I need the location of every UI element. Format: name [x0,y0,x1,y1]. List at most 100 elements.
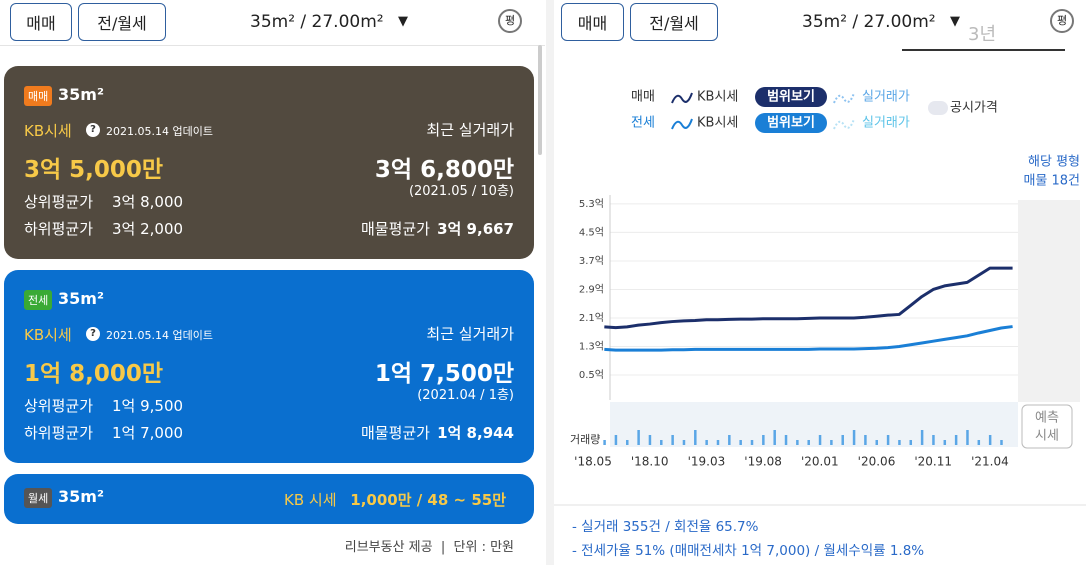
price-card[interactable]: 전세 35m² KB시세? 2021.05.14 업데이트 최근 실거래가 1억 8,00… [4,270,534,463]
volume-bar [920,430,924,445]
divider [0,45,545,46]
listing-note: 해당 평형 [1028,155,1080,170]
dropdown-arrow[interactable]: ▼ [398,14,408,29]
volume-bar [716,440,720,445]
panel-gap [546,0,554,565]
volume-bar [898,440,901,445]
tab-button[interactable]: 매매 [561,3,624,41]
badge: 전세 [24,290,53,310]
y-tick-label: 0.5억 [579,369,604,381]
volume-bar [728,435,731,445]
kb-label: KB시세 [24,326,72,344]
forecast-button[interactable] [1021,404,1073,449]
volume-bg [610,402,1018,447]
range-label[interactable]: 범위보기 [767,89,815,105]
volume-bar [694,430,697,445]
badge: 매매 [24,86,53,106]
x-tick-label: '20.01 [801,455,839,469]
volume-bar [603,440,606,445]
lower-label: 하위평균가 [24,220,94,238]
x-tick-label: '20.11 [914,455,952,469]
forecast-zone [1018,200,1080,402]
range-pill[interactable] [755,87,827,107]
x-tick-label: '19.03 [688,455,726,469]
updated-date: 2021.05.14 업데이트 [106,125,213,138]
lower-label: 하위평균가 [24,424,94,442]
legend-jeonse: 전세 [631,116,655,131]
y-tick-label: 5.3억 [579,198,604,210]
forecast-label[interactable]: 예측 [1035,411,1059,426]
legend-kb: KB시세 [697,90,738,105]
stat-line: - 실거래 355건 / 회전율 65.7% [572,519,759,535]
volume-bar [841,435,844,445]
volume-bar [762,435,765,445]
volume-label: 거래량 [570,433,600,446]
volume-bar [886,435,890,445]
volume-bar [705,440,708,445]
volume-bar [864,435,867,445]
volume-bar [660,440,663,445]
volume-bar [875,440,878,445]
forecast-label[interactable]: 시세 [1035,429,1059,444]
legend-icon [833,92,855,104]
kb-label: KB 시세 [284,491,337,509]
monthly-card[interactable]: 월세 35m² KB 시세 1,000만 / 48 ~ 55만 [4,474,534,524]
tab-button[interactable]: 매매 [10,3,72,41]
recent-price: 3억 6,800만 [374,157,514,183]
legend-kb: KB시세 [697,116,738,131]
legend-trade: 실거래가 [862,90,910,105]
lower-price: 1억 7,000 [112,424,184,442]
scrollbar [538,45,542,155]
volume-bar [750,440,754,445]
kb-line [604,266,1013,330]
volume-bar [1000,440,1003,445]
period-tab[interactable]: 3년 [968,24,997,45]
y-tick-label: 3.7억 [579,255,604,267]
volume-bar [671,435,674,445]
volume-bar [943,440,947,445]
volume-bar [648,435,652,445]
volume-bar [852,430,856,445]
volume-bar [682,440,686,445]
listing-label: 매물평균가 [360,220,430,238]
price-card[interactable]: 매매 35m² KB시세? 2021.05.14 업데이트 최근 실거래가 3억 5,00… [4,66,534,259]
volume-bar [626,440,629,445]
kb-price: 3억 5,000만 [24,157,164,183]
unit-toggle[interactable]: 평 [1050,9,1074,33]
tab-button[interactable]: 전/월세 [630,3,718,41]
official-icon [928,101,948,115]
volume-bar [807,440,810,445]
range-label[interactable]: 범위보기 [767,115,815,131]
tab-button[interactable]: 전/월세 [78,3,166,41]
kb-line [604,325,1013,352]
x-tick-label: '21.04 [971,455,1009,469]
volume-bar [818,435,822,445]
area-select[interactable]: 35m² / 27.00m² [250,12,384,32]
area-select[interactable]: 35m² / 27.00m² [802,12,936,32]
recent-detail: (2021.04 / 1층) [417,388,514,403]
y-tick-label: 4.5억 [579,226,604,238]
legend-trade: 실거래가 [862,116,910,131]
upper-label: 상위평균가 [24,193,94,211]
volume-bar [909,440,913,445]
help-icon: ? [86,123,100,137]
listing-note: 매물 18건 [1023,174,1080,189]
volume-bar [784,435,788,445]
x-tick-label: '20.06 [858,455,896,469]
range-pill[interactable] [755,113,827,133]
legend-icon [671,92,693,104]
kb-price: 1억 8,000만 [24,361,164,387]
chart-area: 매매 KB시세 범위보기 실거래가 전세 KB시세 범위보기 실거래가 공시가격… [554,87,1086,559]
volume-bar [954,435,958,445]
volume-bar [830,440,833,445]
volume-bar [637,430,640,445]
footer: 리브부동산 제공 | 단위 : 만원 [344,540,514,555]
y-tick-label: 2.9억 [579,283,604,295]
x-tick-label: '18.10 [631,455,669,469]
dropdown-arrow[interactable]: ▼ [950,14,960,29]
listing-label: 매물평균가 [360,424,430,442]
unit-toggle[interactable]: 평 [498,9,522,33]
volume-bar [739,440,742,445]
